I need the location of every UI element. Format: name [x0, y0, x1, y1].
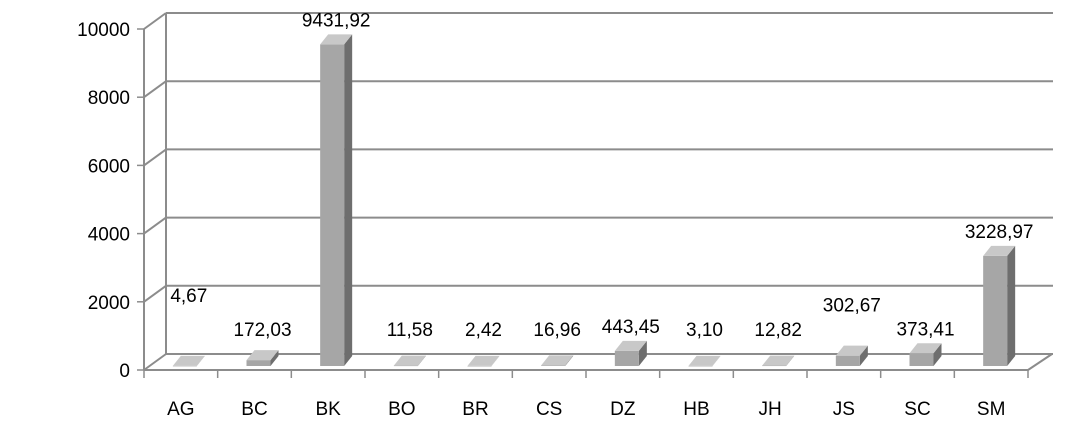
bar-front	[393, 365, 418, 367]
bar	[909, 343, 942, 366]
x-axis: AG BC BK BO BR CS DZ HB JH JS SC SM	[143, 370, 1029, 420]
bar-front	[983, 255, 1008, 366]
x-tick-label: BK	[315, 399, 341, 420]
floor-left-edge	[143, 353, 167, 371]
x-tick-label: JH	[759, 399, 782, 420]
bar-top	[320, 34, 353, 45]
side-gridline	[143, 284, 167, 303]
data-label: 9431,92	[302, 10, 371, 31]
side-gridline	[143, 148, 167, 167]
bar-top	[172, 355, 205, 366]
bar-front	[835, 355, 860, 366]
x-tick-label: BC	[241, 399, 267, 420]
x-tick-label: DZ	[610, 399, 636, 420]
bar-top	[541, 355, 574, 366]
bar-side	[638, 340, 647, 366]
bar	[762, 355, 795, 367]
bar-front	[320, 44, 345, 367]
bar	[172, 355, 205, 367]
bar-top	[983, 245, 1016, 256]
x-tick-label: BO	[388, 399, 415, 420]
y-tick-label: 8000	[88, 88, 130, 109]
x-tick-label: SC	[904, 399, 930, 420]
x-tick-label: CS	[536, 399, 562, 420]
data-label: 2,42	[465, 320, 502, 341]
bar-side	[1007, 245, 1016, 366]
y-tick-label: 0	[119, 361, 130, 382]
x-tick-label: HB	[683, 399, 709, 420]
data-label: 302,67	[823, 296, 881, 317]
bar-side	[270, 350, 279, 366]
bar	[614, 340, 647, 366]
bar	[541, 355, 574, 366]
bar	[393, 355, 426, 367]
bar-top	[393, 355, 426, 366]
bar-top	[246, 350, 279, 361]
bar-top	[835, 345, 868, 356]
y-tick-label: 10000	[77, 20, 130, 41]
bar-front	[614, 350, 639, 366]
bar-front	[688, 365, 713, 367]
data-label: 3,10	[686, 320, 723, 341]
side-gridline	[143, 12, 167, 30]
bar-side	[786, 355, 795, 366]
gridlines	[143, 12, 1053, 371]
data-label: 16,96	[533, 320, 581, 341]
bar-side	[859, 345, 868, 366]
bar	[688, 355, 721, 367]
bar-side	[196, 355, 205, 366]
bar-front	[909, 353, 934, 366]
bar	[835, 345, 868, 366]
bar-top	[467, 355, 500, 366]
x-tick-label: AG	[167, 399, 194, 420]
bar-side	[491, 355, 500, 366]
y-tick-label: 6000	[88, 156, 130, 177]
data-label: 12,82	[754, 320, 802, 341]
bars	[172, 34, 1016, 367]
bar-top	[909, 343, 942, 354]
bar-side	[344, 34, 353, 367]
bar	[983, 245, 1016, 366]
x-tick-label: BR	[462, 399, 488, 420]
bar-side	[565, 355, 574, 366]
bar	[467, 355, 500, 367]
x-tick-label: JS	[833, 399, 855, 420]
bar-front	[246, 360, 271, 366]
side-gridline	[143, 216, 167, 235]
data-label: 4,67	[170, 286, 207, 307]
data-label: 3228,97	[965, 222, 1034, 243]
bar-top	[762, 355, 795, 366]
y-axis: 0 2000 4000 6000 8000 10000	[77, 20, 144, 382]
bar-front	[172, 365, 197, 367]
bar-front	[541, 365, 566, 366]
y-tick-label: 4000	[88, 225, 130, 246]
bar-top	[614, 340, 647, 351]
data-label: 373,41	[896, 319, 954, 340]
y-tick-label: 2000	[88, 293, 130, 314]
bar	[320, 34, 353, 367]
data-labels: 4,67 172,03 9431,92 11,58 2,42 16,96 443,45 3,1…	[170, 10, 1033, 341]
data-label: 172,03	[233, 320, 291, 341]
side-gridline	[143, 80, 167, 99]
floor-right-edge	[1027, 353, 1053, 371]
bar-side	[417, 355, 426, 366]
data-label: 11,58	[387, 320, 433, 341]
bar	[246, 350, 279, 366]
x-tick-label: SM	[977, 399, 1006, 420]
data-label: 443,45	[602, 317, 660, 338]
bar-side	[712, 355, 721, 366]
bar-front	[467, 365, 492, 367]
bar-side	[933, 343, 942, 366]
bar-front	[762, 365, 787, 367]
bar-top	[688, 355, 721, 366]
